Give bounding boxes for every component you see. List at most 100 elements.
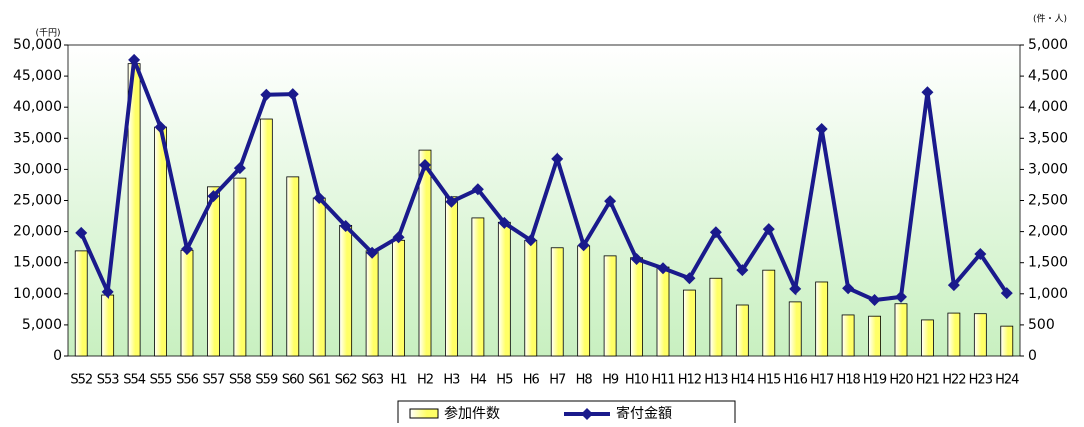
marker	[921, 86, 934, 99]
marker	[181, 243, 193, 256]
x-tick-label: H8	[576, 373, 593, 388]
marker	[657, 262, 669, 275]
bar	[286, 176, 300, 357]
y-tick-label: 5,000	[22, 317, 62, 333]
marker	[577, 239, 590, 252]
marker	[207, 190, 220, 203]
bar	[524, 239, 538, 357]
bar	[815, 281, 829, 357]
marker	[366, 246, 379, 259]
bar	[312, 197, 326, 357]
y-tick-label: 0	[53, 348, 62, 364]
y2-unit: (件・人)	[1033, 13, 1067, 25]
legend-label: 寄付金額	[616, 405, 672, 422]
bar	[180, 249, 194, 357]
y2-tick-label: 1,000	[1028, 286, 1068, 302]
bar	[365, 250, 379, 357]
marker	[974, 247, 987, 260]
x-tick-label: H6	[523, 373, 540, 388]
x-tick-label: H4	[470, 373, 487, 388]
bar	[339, 224, 353, 357]
x-tick-label: S60	[282, 373, 305, 388]
x-tick-label: S58	[229, 373, 252, 388]
y2-tick-label: 4,000	[1028, 99, 1068, 115]
y-unit: (千円)	[35, 28, 60, 39]
bar	[233, 177, 247, 357]
y-tick-label: 20,000	[13, 224, 62, 240]
x-tick-label: S53	[97, 373, 120, 388]
legend-label: 参加件数	[444, 405, 500, 422]
marker	[101, 285, 114, 298]
y2-tick-label: 3,000	[1028, 161, 1068, 177]
bar	[445, 196, 458, 357]
y2-tick-label: 2,500	[1028, 193, 1068, 209]
marker	[498, 216, 511, 229]
bar	[709, 277, 723, 357]
x-tick-label: H16	[784, 373, 808, 388]
y-tick-label: 45,000	[13, 68, 62, 84]
marker	[445, 195, 458, 208]
y-tick-label: 40,000	[13, 99, 62, 115]
marker	[233, 162, 246, 175]
marker	[604, 195, 617, 208]
bar	[471, 217, 485, 357]
bar	[683, 289, 696, 357]
marker	[789, 282, 802, 295]
marker	[471, 183, 484, 196]
bar	[550, 247, 564, 357]
x-tick-label: S62	[335, 373, 357, 388]
y-tick-label: 25,000	[13, 193, 62, 209]
x-tick-label: H20	[889, 373, 913, 388]
marker	[868, 294, 881, 307]
marker	[128, 53, 141, 66]
x-tick-label: S54	[123, 373, 146, 388]
marker	[895, 290, 907, 303]
marker	[75, 226, 88, 239]
x-tick-label: S52	[70, 373, 92, 388]
marker	[286, 88, 299, 101]
y2-tick-label: 5,000	[1028, 37, 1068, 53]
x-tick-label: H9	[602, 373, 619, 388]
x-tick-label: H23	[969, 373, 993, 388]
y2-tick-label: 0	[1028, 348, 1037, 364]
marker	[815, 122, 828, 135]
x-tick-label: H13	[704, 373, 728, 388]
marker	[762, 223, 775, 236]
x-tick-label: H2	[417, 373, 433, 388]
marker	[947, 279, 960, 292]
x-tick-label: H7	[549, 373, 566, 388]
bar	[762, 269, 776, 357]
x-tick-label: H19	[863, 373, 887, 388]
marker	[524, 234, 537, 247]
marker	[339, 220, 352, 233]
bar	[259, 118, 273, 357]
marker	[1000, 287, 1013, 300]
bar	[74, 250, 88, 357]
x-tick-label: H15	[757, 373, 781, 388]
x-tick-label: H1	[391, 373, 408, 388]
bar	[921, 319, 934, 357]
marker	[683, 272, 696, 285]
y2-tick-label: 3,500	[1028, 130, 1068, 146]
bar	[101, 294, 115, 357]
x-tick-label: H12	[678, 373, 701, 388]
bar	[894, 303, 908, 357]
bar	[418, 149, 432, 357]
legend-swatch	[581, 408, 593, 420]
y-tick-label: 15,000	[13, 255, 62, 271]
marker	[842, 282, 855, 295]
x-tick-label: H21	[916, 373, 940, 388]
marker	[154, 121, 167, 134]
y-tick-label: 30,000	[13, 161, 62, 177]
bar	[207, 186, 220, 357]
x-tick-label: S55	[150, 373, 173, 388]
bar	[630, 257, 643, 357]
bar	[392, 239, 405, 357]
y-tick-label: 35,000	[13, 130, 62, 146]
bar	[788, 301, 802, 357]
bar	[603, 255, 617, 357]
x-tick-label: S57	[203, 373, 226, 388]
marker	[551, 152, 564, 165]
marker	[709, 226, 722, 239]
